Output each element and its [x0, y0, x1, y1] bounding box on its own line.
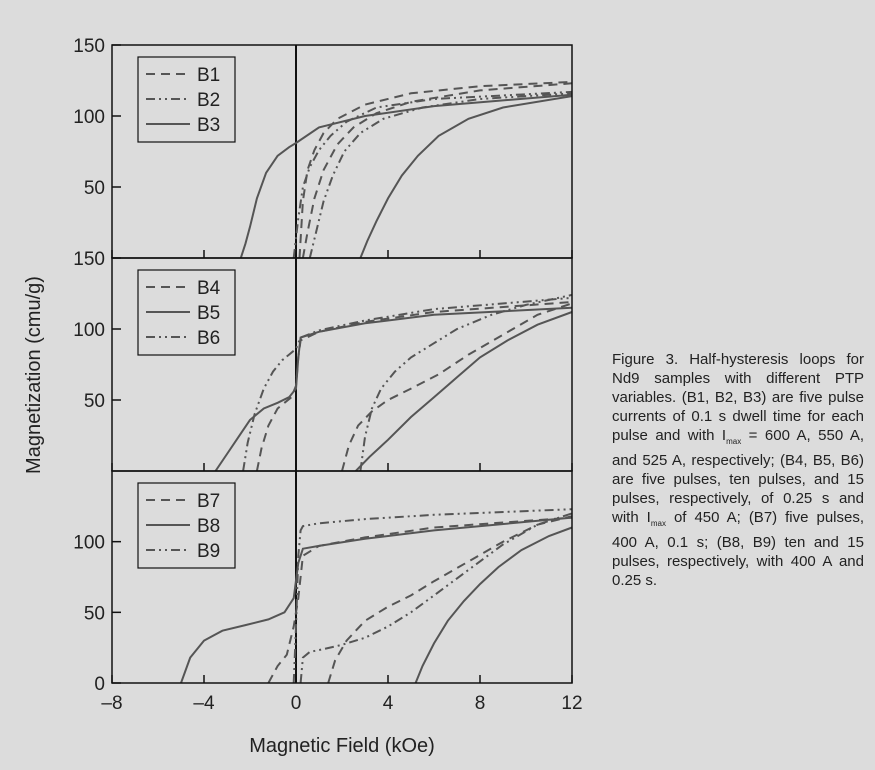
series-B6-branch-1	[242, 296, 572, 471]
series-B1-branch-2	[301, 82, 572, 258]
series-B6-branch-2	[359, 293, 572, 471]
y-tick-label: 50	[84, 603, 105, 624]
series-B7-branch-2	[327, 515, 572, 683]
panel-1: 50 100 150 B1 B2 B3	[73, 36, 573, 259]
y-tick-label: 50	[84, 391, 105, 412]
series-B2-branch-1	[292, 90, 572, 258]
x-tick-label: 12	[561, 693, 582, 714]
legend-label-B6: B6	[197, 328, 220, 349]
y-tick-label: 100	[73, 107, 105, 128]
caption-subscript-2: max	[650, 519, 666, 528]
y-tick-label: 100	[73, 533, 105, 554]
x-tick-label: 4	[383, 693, 394, 714]
caption-text-3: of 450 A; (B7) five pulses, 400 A, 0.1 s…	[612, 509, 865, 589]
legend-label-B3: B3	[197, 115, 220, 136]
legend-panel-3: B7 B8 B9	[137, 482, 236, 569]
legend-label-B9: B9	[197, 541, 220, 562]
y-tick-label: 50	[84, 178, 105, 199]
caption-text-2: = 600 A, 550 A, and 525 A, respectively;…	[612, 427, 864, 526]
series-B2-branch-2	[308, 92, 572, 258]
legend-label-B2: B2	[197, 90, 220, 111]
series-B4-branch-1	[255, 301, 572, 471]
x-axis-label: Magnetic Field (kOe)	[249, 735, 435, 757]
x-tick-label: 8	[475, 693, 486, 714]
figure-caption: Figure 3. Half-hysteresis loops for Nd9 …	[612, 350, 864, 590]
x-tick-label: –4	[193, 693, 215, 714]
panel-3: 0 50 100 B7 B8 B9	[73, 470, 573, 695]
legend-panel-1: B1 B2 B3	[137, 56, 236, 143]
y-tick-label: 150	[73, 249, 105, 270]
legend-label-B8: B8	[197, 516, 220, 537]
legend-label-B5: B5	[197, 303, 220, 324]
y-tick-label: 0	[94, 674, 105, 695]
legend-label-B7: B7	[197, 491, 220, 512]
caption-text-1: Figure 3. Half-hysteresis loops for Nd9 …	[612, 351, 864, 444]
caption-subscript-1: max	[726, 437, 742, 446]
series-B5-branch-2	[355, 311, 572, 471]
series-B8-branch-1	[180, 516, 572, 683]
panel-2: 50 100 150 B4 B5 B6	[73, 249, 573, 472]
series-B1-branch-1	[298, 80, 572, 258]
legend-label-B4: B4	[197, 278, 221, 299]
x-tick-label: –8	[101, 693, 122, 714]
series-B7-branch-1	[267, 516, 572, 683]
series-B3-branch-1	[239, 93, 572, 258]
legend-label-B1: B1	[197, 65, 220, 86]
series-B9-branch-2	[299, 512, 572, 683]
y-axis-label: Magnetization (cmu/g)	[23, 276, 45, 474]
y-tick-label: 150	[73, 36, 105, 57]
series-B4-branch-2	[341, 302, 572, 471]
series-B5-branch-1	[214, 306, 572, 471]
series-B3-branch-2	[359, 95, 572, 258]
x-tick-label: 0	[291, 693, 302, 714]
legend-panel-2: B4 B5 B6	[137, 269, 236, 356]
series-B9-branch-1	[292, 508, 572, 683]
series-B8-branch-2	[414, 526, 572, 683]
y-tick-label: 100	[73, 320, 105, 341]
panel-frame	[111, 470, 573, 684]
